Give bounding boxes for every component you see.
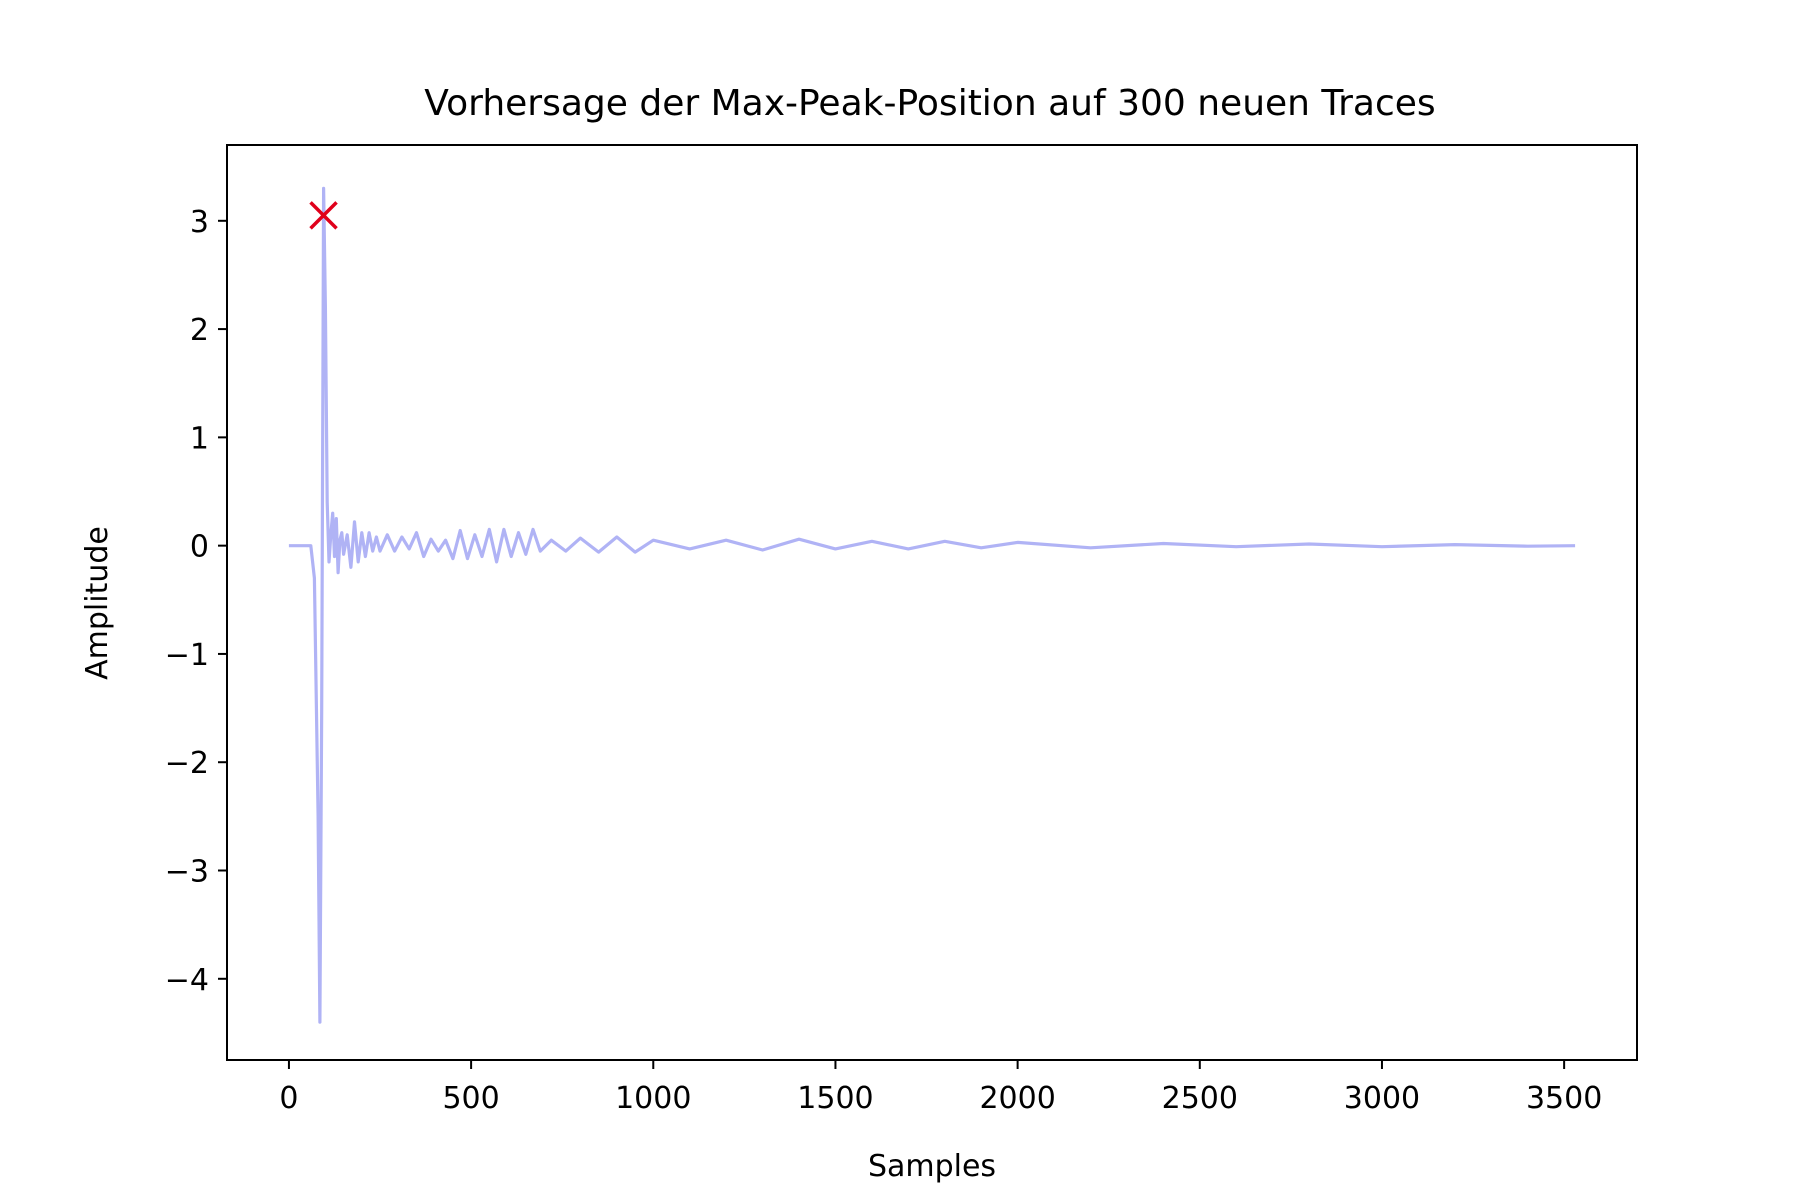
y-axis: 3 2 1 0 −1 −2 −3 −4 [165,205,227,998]
plot-area [288,186,1576,1024]
x-tick-label-1500: 1500 [797,1081,873,1116]
y-tick-label-2: 2 [190,313,209,348]
y-axis-label: Amplitude [80,526,115,680]
y-tick-label-1: 1 [190,421,209,456]
series-line-0 [288,186,1576,1024]
y-tick-label-0: 0 [190,530,209,565]
plot-frame [226,144,1638,1061]
max-peak-marker-stroke-b [309,201,338,230]
x-tick-label-2000: 2000 [979,1081,1055,1116]
y-tick-label--2: −2 [165,746,209,781]
x-tick-label-0: 0 [279,1081,298,1116]
y-tick-label-3: 3 [190,205,209,240]
chart-title: Vorhersage der Max-Peak-Position auf 300… [424,83,1435,124]
x-tick-label-2500: 2500 [1162,1081,1238,1116]
x-tick-label-3500: 3500 [1526,1081,1602,1116]
x-axis-label: Samples [868,1149,996,1184]
x-tick-label-1000: 1000 [615,1081,691,1116]
x-axis: 0 500 1000 1500 2000 2500 3000 3500 [279,1060,1602,1116]
max-peak-marker [309,201,338,230]
y-tick-label--3: −3 [165,855,209,890]
x-tick-label-500: 500 [442,1081,499,1116]
y-tick-label--4: −4 [165,963,209,998]
x-tick-label-3000: 3000 [1344,1081,1420,1116]
y-tick-label--1: −1 [165,638,209,673]
